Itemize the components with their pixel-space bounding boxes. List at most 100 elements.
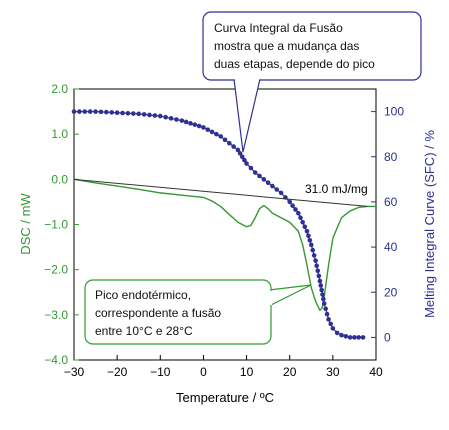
- x-tick-label: −20: [107, 365, 128, 379]
- sfc-series-point: [235, 147, 241, 153]
- sfc-series-point: [290, 203, 295, 208]
- sfc-series-point: [261, 177, 267, 182]
- sfc-series-point: [328, 321, 334, 327]
- dsc-series-line: [73, 178, 376, 312]
- left-tick-label: 1.0: [51, 127, 68, 141]
- sfc-series-point: [318, 283, 324, 288]
- sfc-series-point: [306, 233, 311, 239]
- series-layer: [71, 109, 376, 340]
- sfc-series-point: [237, 151, 243, 156]
- sfc-series-point: [321, 301, 327, 306]
- sfc-series-point: [319, 287, 324, 293]
- right-axis-label: Melting Integral Curve (SFC) / %: [422, 130, 437, 318]
- sfc-series-point: [174, 117, 179, 122]
- sfc-series-point: [104, 109, 109, 115]
- sfc-series-point: [192, 122, 198, 127]
- callout-dsc-line-3: entre 10°C e 28°C: [95, 324, 193, 338]
- sfc-series-point: [218, 134, 223, 139]
- sfc-series-point: [302, 224, 308, 230]
- sfc-series-point: [317, 278, 323, 284]
- sfc-series-point: [304, 228, 310, 234]
- sfc-series-point: [87, 109, 93, 114]
- sfc-series-point: [293, 207, 298, 212]
- sfc-series-point: [311, 253, 317, 258]
- x-axis-ticks: −30 −20 −10 0 10 20 30 40: [64, 355, 383, 379]
- sfc-series-point: [93, 109, 98, 114]
- sfc-series-point: [324, 311, 330, 317]
- sfc-series-point: [248, 165, 254, 171]
- sfc-series-point: [168, 116, 174, 121]
- sfc-series-point: [209, 129, 215, 135]
- x-tick-label: −10: [150, 365, 171, 379]
- sfc-series-point: [242, 157, 247, 163]
- left-tick-label: −1.0: [44, 218, 68, 232]
- sfc-series-point: [307, 238, 313, 243]
- sfc-series-point: [147, 112, 152, 118]
- callout-sfc-line-2: mostra que a mudança das: [214, 39, 359, 53]
- sfc-series-point: [321, 296, 326, 302]
- left-tick-label: −3.0: [44, 308, 68, 322]
- x-axis-label: Temperature / ºC: [176, 390, 274, 405]
- sfc-series-point: [141, 112, 147, 117]
- sfc-series-point: [265, 180, 271, 186]
- sfc-series-point: [179, 118, 185, 123]
- sfc-series-point: [109, 110, 115, 115]
- sfc-series-point: [343, 333, 349, 339]
- sfc-series-point: [287, 199, 293, 205]
- callout-dsc-line-1: Pico endotérmico,: [95, 288, 191, 302]
- left-tick-label: −4.0: [44, 353, 68, 367]
- sfc-series-point: [125, 110, 131, 116]
- callout-sfc-box: [202, 11, 422, 81]
- sfc-series-point: [231, 144, 236, 149]
- sfc-series-point: [214, 131, 219, 137]
- callout-dsc: Pico endotérmico, correspondente a fusão…: [84, 279, 312, 345]
- sfc-series-point: [356, 335, 362, 340]
- sfc-series-point: [330, 326, 336, 331]
- sfc-series-point: [244, 161, 249, 166]
- sfc-series-point: [298, 215, 303, 221]
- right-tick-label: 20: [384, 285, 398, 299]
- sfc-series-point: [323, 306, 328, 312]
- right-tick-label: 80: [384, 150, 398, 164]
- x-tick-label: 0: [200, 365, 207, 379]
- sfc-series-point: [360, 335, 366, 340]
- sfc-series-point: [201, 125, 206, 130]
- sfc-series-point: [183, 119, 189, 125]
- sfc-series-point: [98, 109, 104, 115]
- sfc-series-point: [270, 183, 275, 189]
- right-axis-ticks: 100 80 60 40 20 0: [371, 105, 404, 344]
- callout-sfc-line-3: duas etapas, depende do pico: [214, 57, 375, 71]
- sfc-series-point: [152, 113, 158, 118]
- baseline-line: [73, 178, 368, 207]
- callout-dsc-box: [84, 279, 272, 345]
- x-tick-label: 20: [283, 365, 297, 379]
- sfc-series-point: [278, 190, 284, 196]
- sfc-series-point: [131, 111, 136, 116]
- sfc-series-point: [310, 247, 316, 253]
- x-tick-label: 10: [240, 365, 254, 379]
- sfc-series-point: [205, 127, 211, 132]
- x-tick-label: 30: [326, 365, 340, 379]
- sfc-series-point: [114, 110, 120, 116]
- right-tick-label: 40: [384, 240, 398, 254]
- left-axis-label: DSC / mW: [18, 193, 33, 255]
- sfc-series-point: [352, 335, 357, 340]
- sfc-series-point: [257, 173, 262, 179]
- sfc-series-point: [339, 332, 344, 338]
- right-tick-label: 60: [384, 195, 398, 209]
- sfc-series-point: [157, 113, 163, 119]
- sfc-series-point: [300, 219, 305, 225]
- callout-sfc: Curva Integral da Fusão mostra que a mud…: [202, 11, 422, 153]
- sfc-series-point: [188, 121, 193, 126]
- callout-sfc-line-1: Curva Integral da Fusão: [214, 21, 343, 35]
- sfc-series-point: [316, 273, 322, 279]
- x-tick-label: −30: [64, 365, 85, 379]
- sfc-series-point: [334, 330, 340, 336]
- left-tick-label: 0.0: [51, 172, 68, 186]
- sfc-series-point: [77, 109, 82, 114]
- sfc-series-point: [82, 109, 88, 114]
- callout-dsc-line-2: correspondente a fusão: [95, 306, 221, 320]
- sfc-series-point: [222, 137, 228, 143]
- callout-dsc-pointer: [268, 284, 312, 307]
